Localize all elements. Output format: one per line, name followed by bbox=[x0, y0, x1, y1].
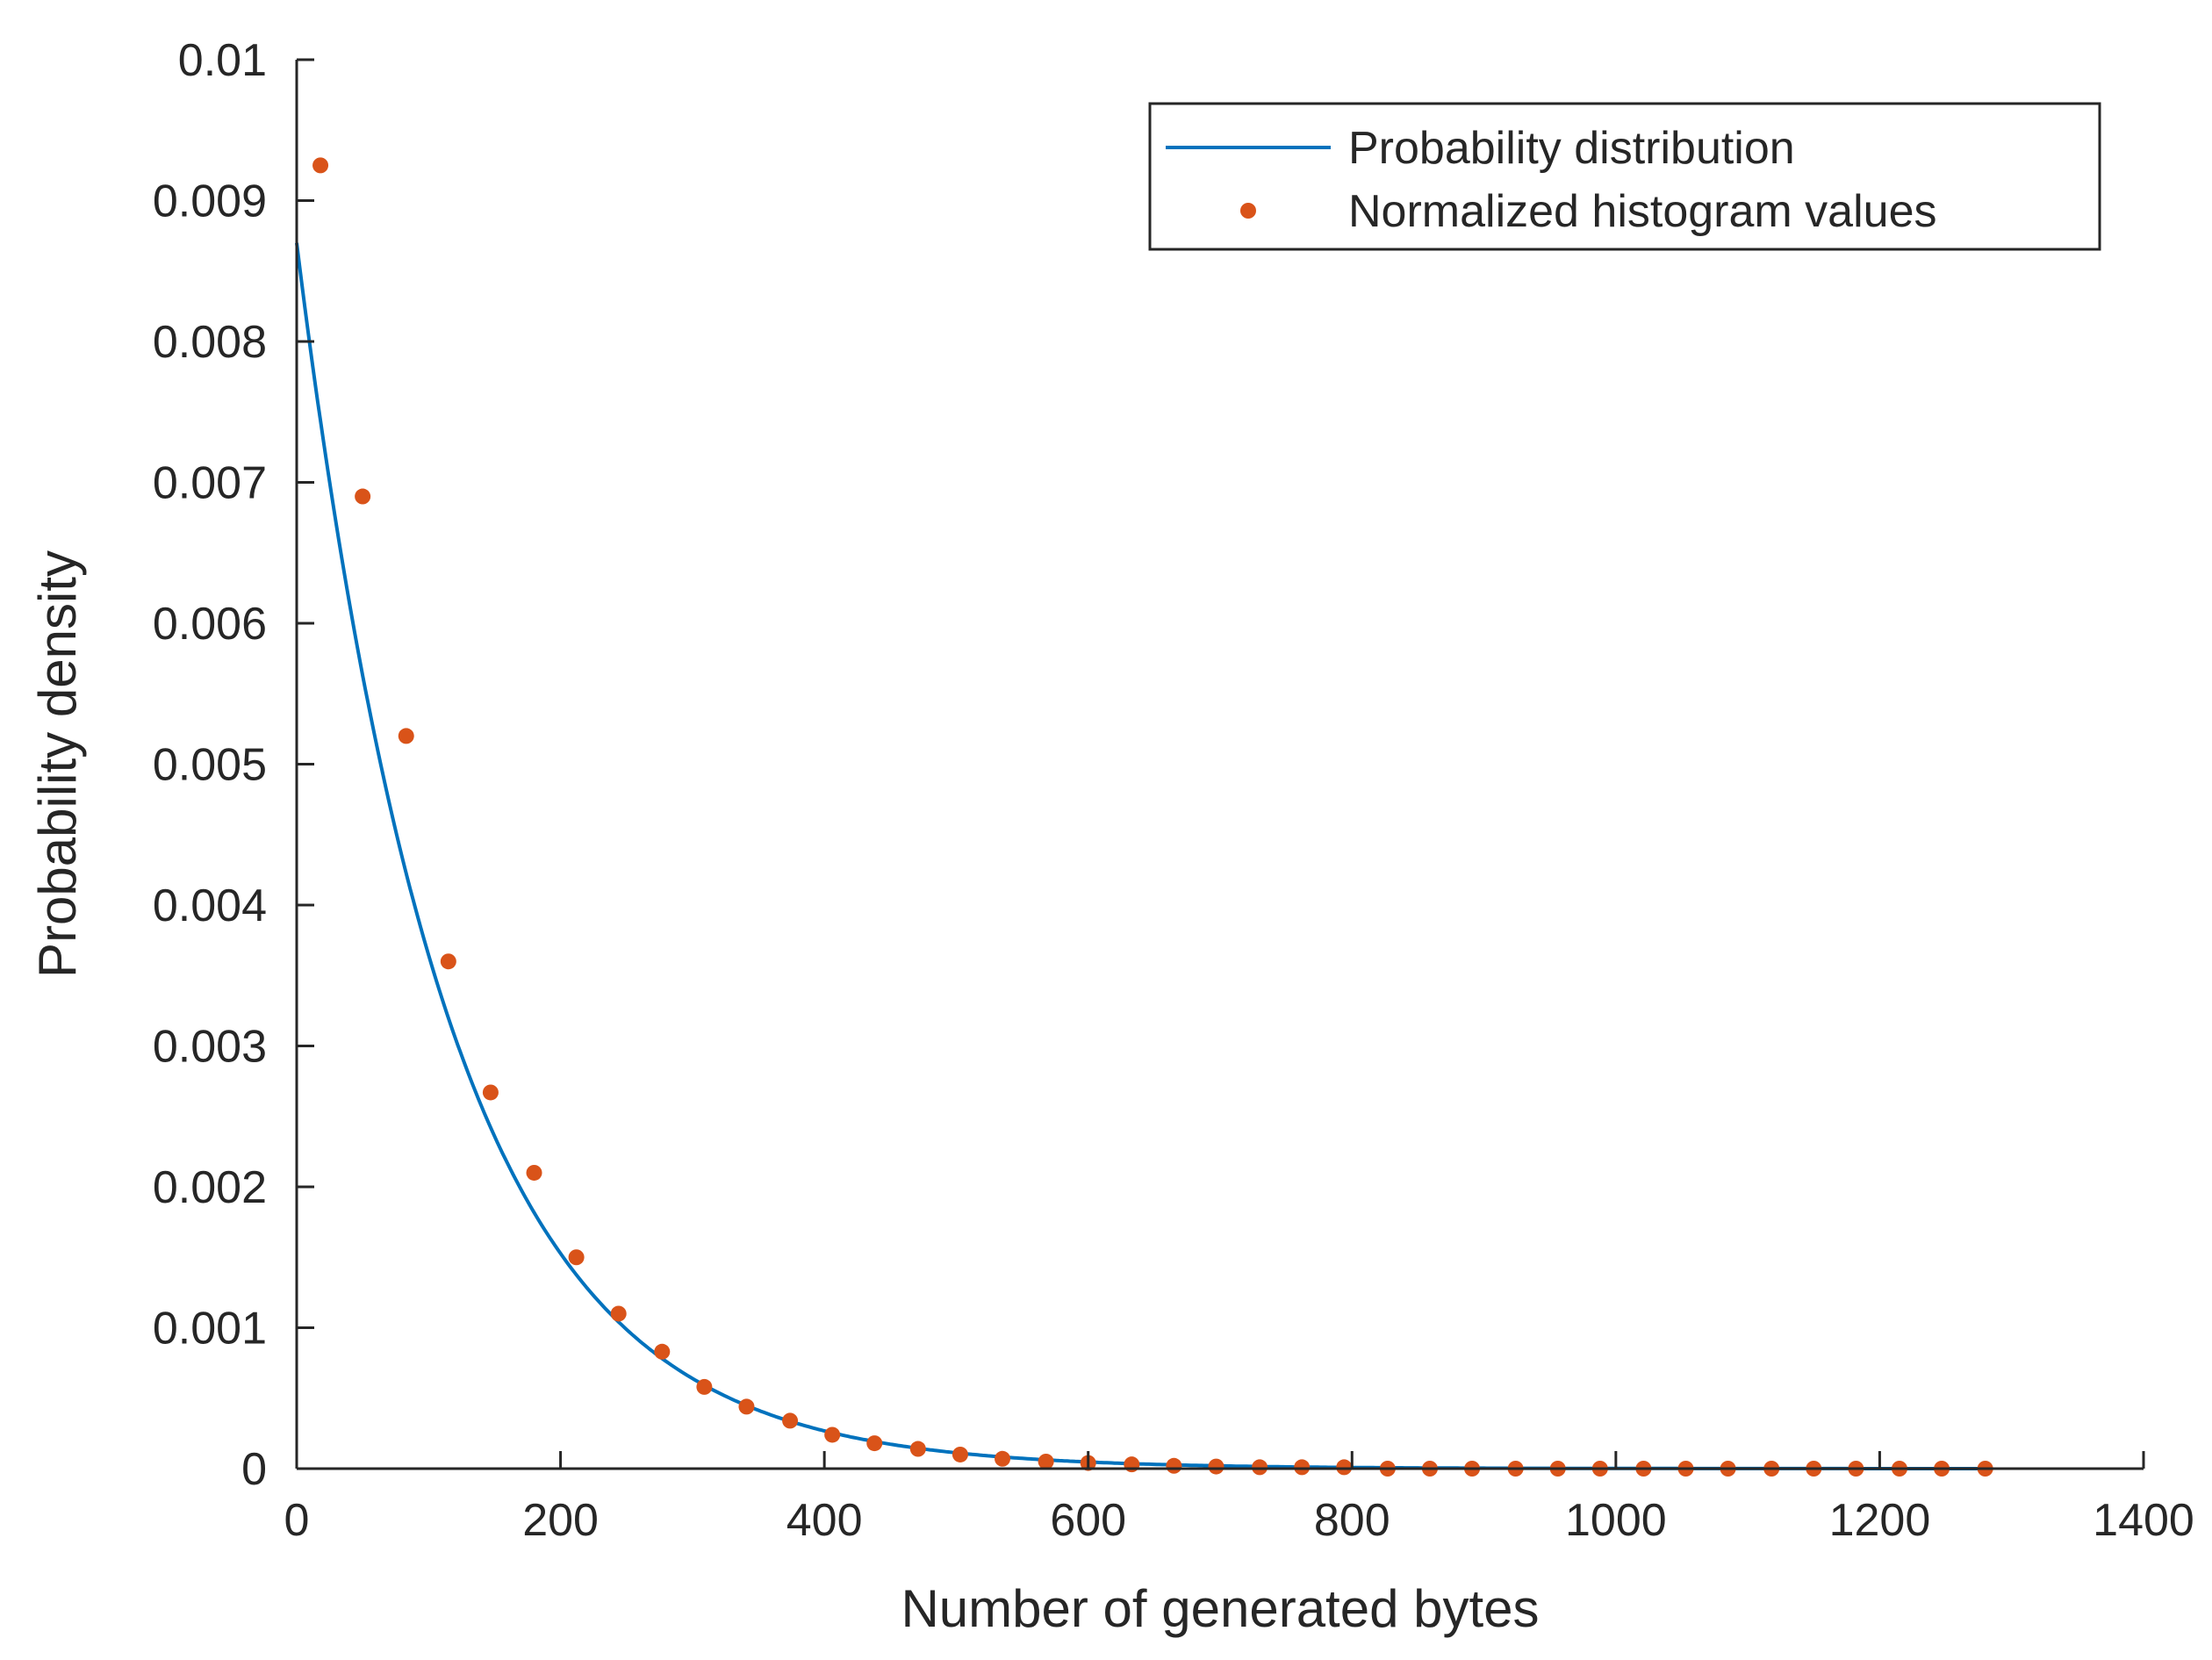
histogram-point bbox=[312, 157, 329, 174]
x-tick-label: 400 bbox=[786, 1495, 863, 1546]
histogram-point bbox=[1038, 1453, 1054, 1470]
series-probability-distribution-line bbox=[295, 242, 1991, 1470]
histogram-point bbox=[1294, 1459, 1311, 1476]
histogram-point bbox=[909, 1441, 926, 1457]
histogram-point bbox=[482, 1084, 499, 1101]
y-tick-label: 0.008 bbox=[153, 317, 267, 368]
x-axis-label: Number of generated bytes bbox=[901, 1579, 1539, 1638]
legend-label-probability-distribution: Probability distribution bbox=[1348, 123, 1795, 174]
histogram-point bbox=[440, 953, 456, 970]
x-tick-label: 600 bbox=[1050, 1495, 1126, 1546]
y-tick-label: 0.002 bbox=[153, 1162, 267, 1213]
y-tick-label: 0.005 bbox=[153, 740, 267, 791]
histogram-point bbox=[995, 1450, 1011, 1467]
x-tick-label: 200 bbox=[522, 1495, 599, 1546]
y-tick-label: 0.006 bbox=[153, 599, 267, 650]
x-tick-label: 1200 bbox=[1829, 1495, 1931, 1546]
histogram-point bbox=[568, 1249, 585, 1266]
y-tick-label: 0 bbox=[241, 1444, 267, 1495]
histogram-point bbox=[355, 488, 371, 505]
histogram-point bbox=[1208, 1458, 1224, 1475]
histogram-point bbox=[1336, 1459, 1353, 1476]
y-tick-label: 0.001 bbox=[153, 1304, 267, 1355]
plot-area bbox=[295, 157, 1993, 1477]
histogram-point bbox=[782, 1412, 799, 1429]
x-tick-label: 1400 bbox=[2093, 1495, 2194, 1546]
histogram-point bbox=[866, 1435, 883, 1452]
legend: Probability distribution Normalized hist… bbox=[1148, 102, 2101, 251]
x-tick-label: 0 bbox=[284, 1495, 310, 1546]
histogram-point bbox=[398, 728, 414, 744]
x-tick-label: 800 bbox=[1314, 1495, 1390, 1546]
y-tick-label: 0.004 bbox=[153, 880, 267, 931]
legend-marker-sample bbox=[1240, 203, 1256, 219]
histogram-point bbox=[1252, 1459, 1268, 1476]
legend-label-normalized-histogram: Normalized histogram values bbox=[1348, 186, 1937, 237]
y-axis-label: Probability density bbox=[28, 550, 87, 978]
x-tick-label: 1000 bbox=[1565, 1495, 1667, 1546]
histogram-point bbox=[952, 1446, 968, 1462]
histogram-point bbox=[738, 1398, 755, 1415]
y-tick-label: 0.009 bbox=[153, 176, 267, 227]
y-tick-label: 0.01 bbox=[178, 35, 267, 86]
histogram-point bbox=[654, 1343, 671, 1360]
histogram-point bbox=[526, 1164, 542, 1181]
axes: 0 200 400 600 800 1000 1200 1400 0 0.001 0.002 0.00… bbox=[153, 35, 2194, 1546]
y-tick-label: 0.003 bbox=[153, 1022, 267, 1073]
legend-box bbox=[1148, 102, 2101, 251]
histogram-point bbox=[696, 1378, 713, 1395]
histogram-point bbox=[824, 1426, 841, 1443]
histogram-point bbox=[1166, 1457, 1182, 1474]
y-tick-label: 0.007 bbox=[153, 458, 267, 509]
histogram-point bbox=[610, 1305, 627, 1322]
